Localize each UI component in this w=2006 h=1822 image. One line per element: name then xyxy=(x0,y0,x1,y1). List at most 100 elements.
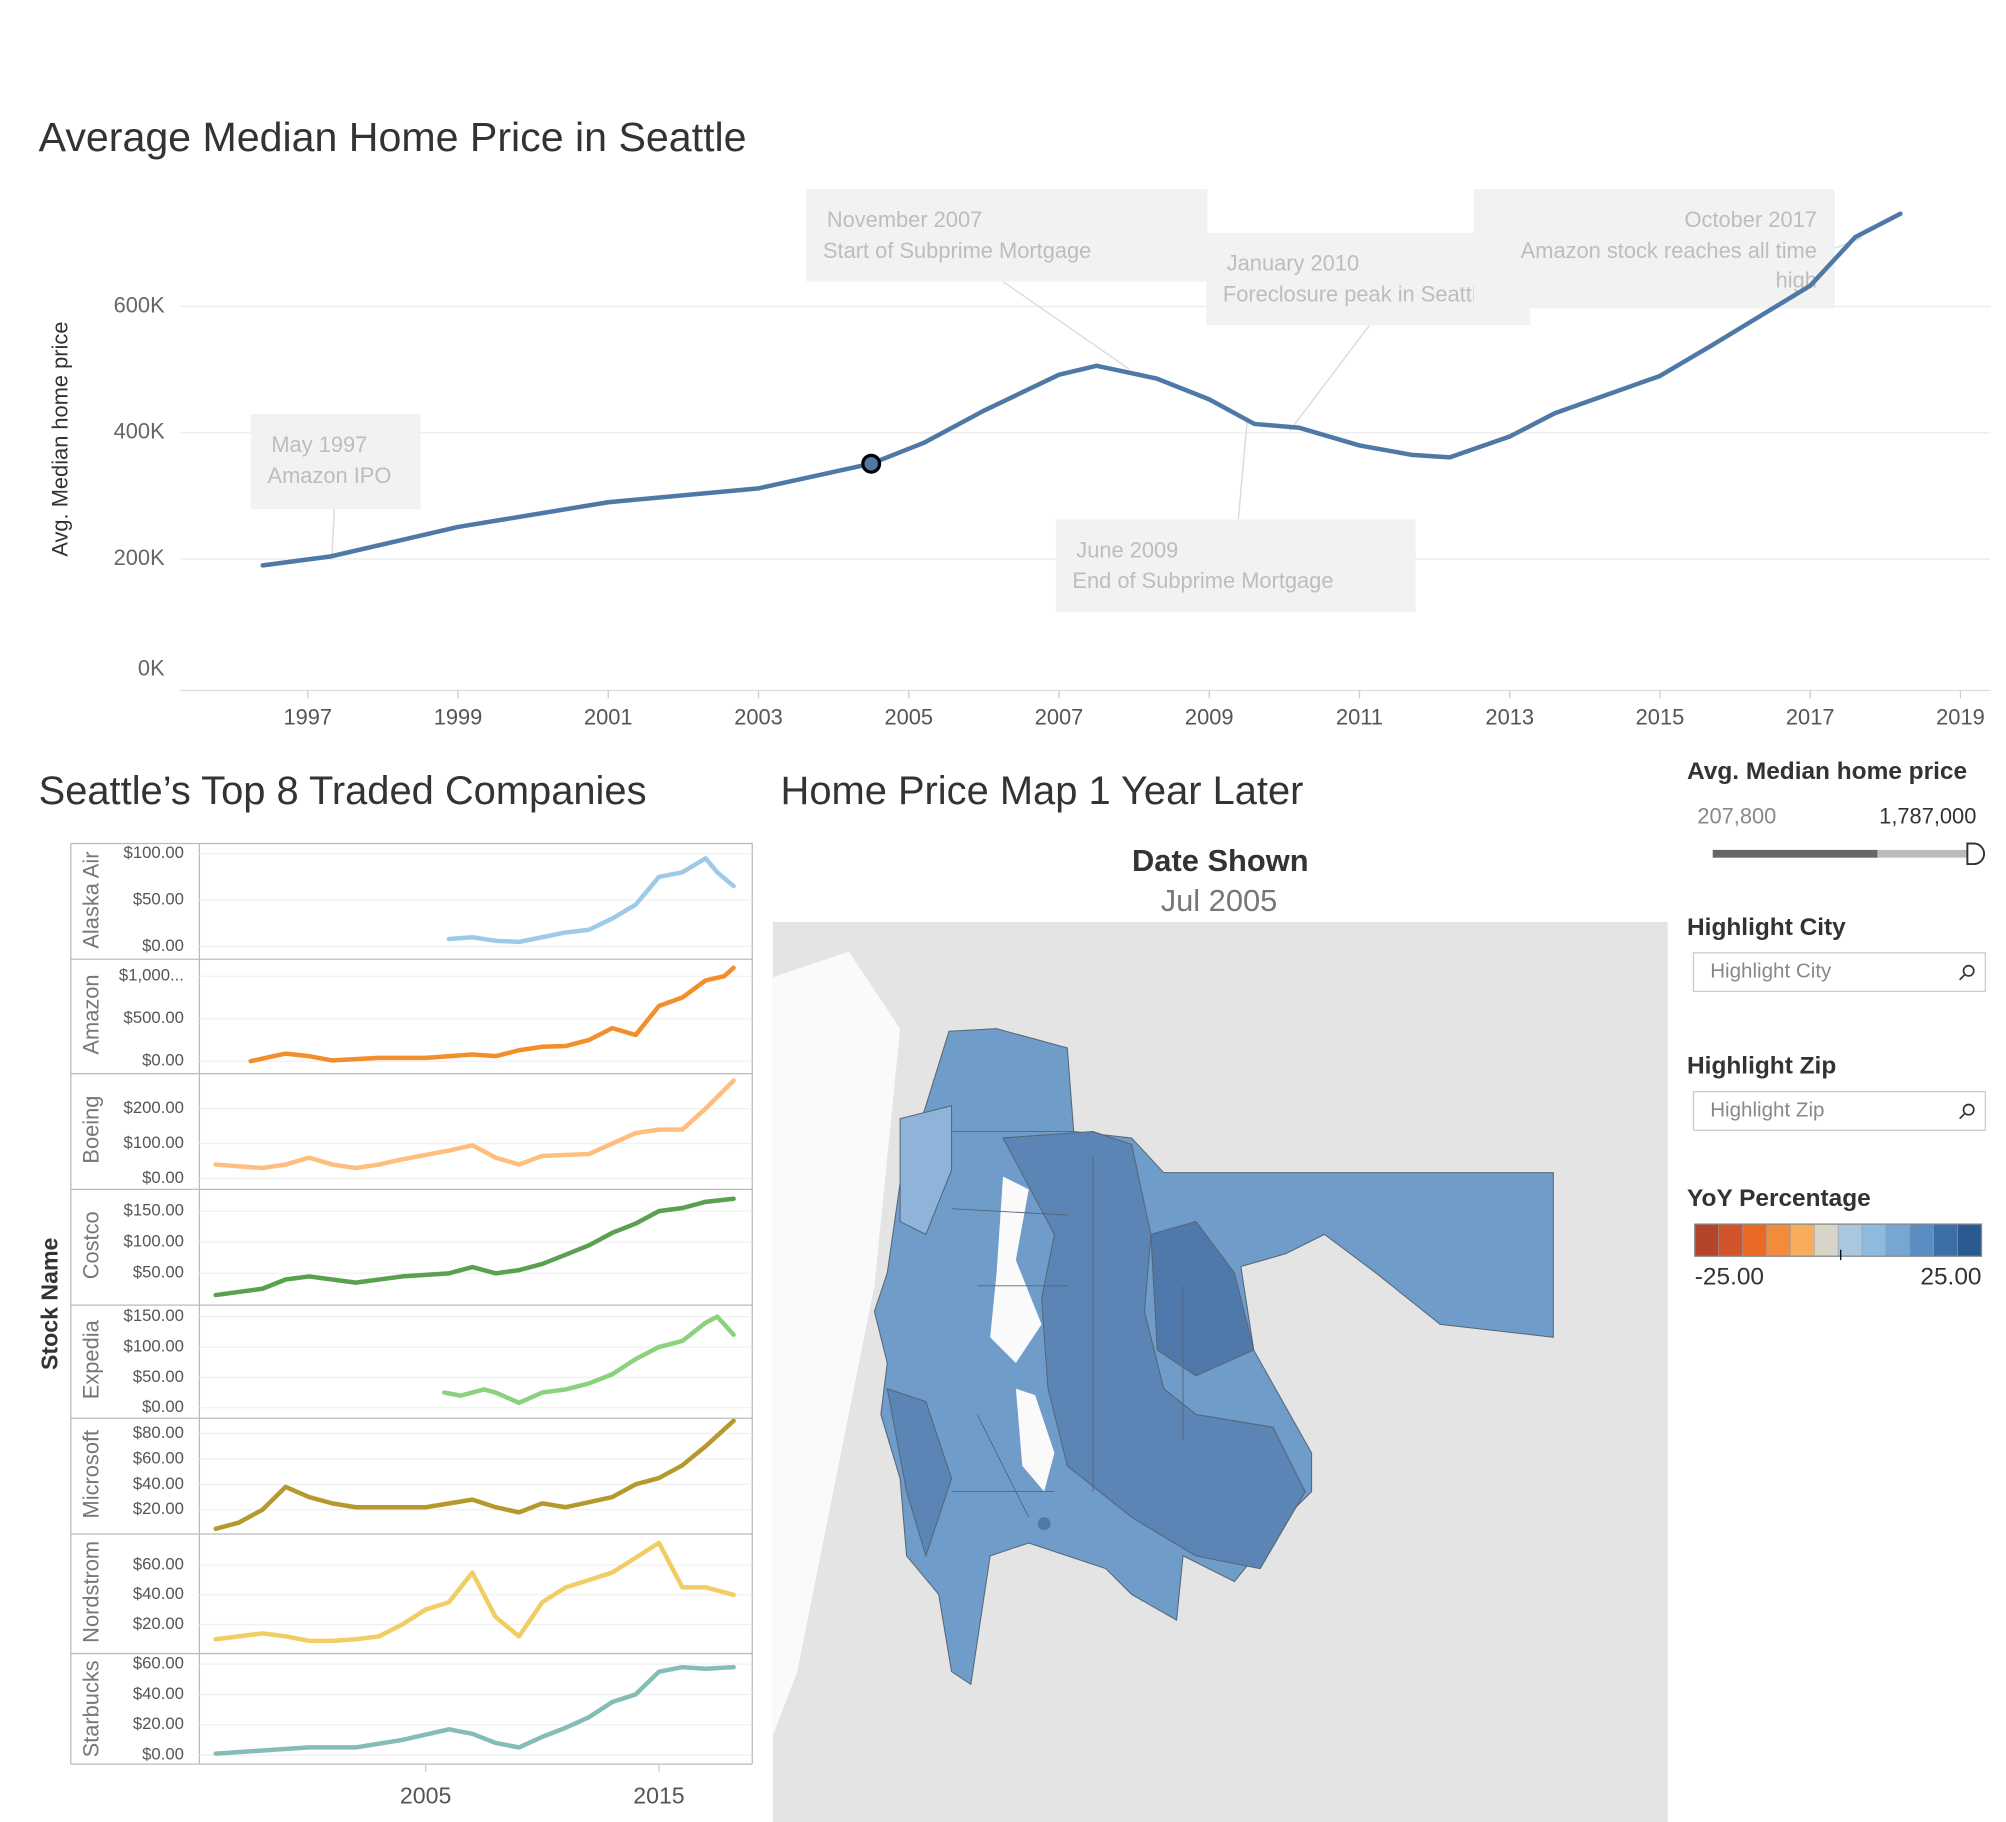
zip-border xyxy=(951,1131,1184,1518)
line xyxy=(213,1078,736,1171)
zip-region xyxy=(899,1105,953,1236)
annotation-date: October 2017 xyxy=(1685,207,1817,232)
legend-swatch xyxy=(1766,1223,1791,1257)
slider-range[interactable] xyxy=(1712,849,1878,858)
y-tick-label: $50.00 xyxy=(133,1263,184,1282)
annotation-date: June 2009 xyxy=(1076,537,1178,562)
y-axis-title: Stock Name xyxy=(37,1237,63,1370)
annotation-box xyxy=(250,414,421,510)
legend-swatch xyxy=(1718,1223,1743,1257)
annotation-text: End of Subprime Mortgage xyxy=(1072,568,1333,593)
x-tick-label: 1999 xyxy=(434,705,483,730)
filter-max: 1,787,000 xyxy=(1879,804,1976,829)
x-tick-label: 2013 xyxy=(1485,705,1534,730)
search-input[interactable] xyxy=(1692,952,1987,993)
map-point xyxy=(1037,1517,1051,1531)
lake xyxy=(990,1176,1042,1363)
highlight-point xyxy=(861,453,882,474)
panel-label: Starbucks xyxy=(78,1660,103,1757)
y-tick-label: $80.00 xyxy=(133,1423,184,1442)
annotation-date: November 2007 xyxy=(827,207,982,232)
y-tick-label: $100.00 xyxy=(124,1336,184,1355)
legend-swatch xyxy=(1957,1223,1982,1257)
y-tick-label: $100.00 xyxy=(124,843,184,862)
zip-region xyxy=(886,1387,953,1558)
y-tick-label: $100.00 xyxy=(124,1232,184,1251)
search-icon xyxy=(1959,1103,1975,1120)
y-tick-label: $40.00 xyxy=(133,1584,184,1603)
x-tick-label: 1997 xyxy=(283,705,332,730)
y-tick-label: $60.00 xyxy=(133,1654,184,1673)
x-tick-label: 2011 xyxy=(1336,705,1383,730)
panel-label: Amazon xyxy=(78,974,103,1054)
annotation-box xyxy=(806,189,1208,282)
line xyxy=(442,1314,736,1406)
y-tick-label: $20.00 xyxy=(133,1714,184,1733)
panel-label: Microsoft xyxy=(78,1430,103,1519)
legend-max: 25.00 xyxy=(1920,1264,1981,1291)
annotation-connector xyxy=(1002,280,1130,370)
search-input[interactable] xyxy=(1692,1091,1987,1131)
annotation-date: May 1997 xyxy=(271,432,367,457)
y-tick-label: 200K xyxy=(114,545,165,570)
panel-label: Boeing xyxy=(78,1096,103,1164)
annotation-date: January 2010 xyxy=(1227,251,1359,276)
legend-swatch xyxy=(1742,1223,1767,1257)
annotation-box xyxy=(1055,519,1416,613)
water xyxy=(772,951,901,1736)
line xyxy=(213,1196,736,1298)
color-legend xyxy=(1694,1223,1983,1261)
y-tick-label: $0.00 xyxy=(142,936,184,955)
legend-swatch xyxy=(1909,1223,1934,1257)
y-tick-label: $100.00 xyxy=(124,1133,184,1152)
y-tick-label: $150.00 xyxy=(124,1306,184,1325)
legend-swatch xyxy=(1790,1223,1815,1257)
y-tick-label: $20.00 xyxy=(133,1614,184,1633)
y-tick-label: $60.00 xyxy=(133,1448,184,1467)
legend-swatch xyxy=(1813,1223,1839,1257)
x-tick-label: 2003 xyxy=(734,705,783,730)
date-label: Date Shown xyxy=(1132,843,1309,878)
y-tick-label: $150.00 xyxy=(124,1201,184,1220)
y-tick-label: $60.00 xyxy=(133,1555,184,1574)
annotation-box xyxy=(1473,189,1835,309)
legend-swatch xyxy=(1837,1223,1863,1257)
search-placeholder: Highlight Zip xyxy=(1710,1098,1824,1121)
map-title: Home Price Map 1 Year Later xyxy=(781,769,1304,813)
y-tick-label: $1,000... xyxy=(119,966,184,985)
y-tick-label: $50.00 xyxy=(133,1367,184,1386)
date-value: Jul 2005 xyxy=(1161,883,1278,918)
controls: Avg. Median home price 207,800 1,787,000… xyxy=(1687,758,1987,1291)
y-axis-title: Avg. Median home price xyxy=(48,322,73,557)
y-tick-label: 0K xyxy=(138,656,165,681)
annotation-text: Amazon stock reaches all time xyxy=(1521,238,1817,263)
x-tick-label: 2005 xyxy=(884,705,933,730)
annotation-text: Foreclosure peak in Seattle xyxy=(1223,282,1489,307)
legend-title: YoY Percentage xyxy=(1687,1185,1871,1212)
x-tick-label: 2015 xyxy=(1636,705,1685,730)
x-tick-label: 2005 xyxy=(400,1783,451,1809)
legend-swatch xyxy=(1861,1223,1887,1257)
panel-label: Expedia xyxy=(78,1319,103,1399)
line xyxy=(248,965,736,1064)
slider-handle[interactable] xyxy=(1966,842,1985,866)
legend-swatch xyxy=(1885,1223,1911,1257)
map: Date Shown Jul 2005 xyxy=(772,843,1668,1822)
zip-region xyxy=(1150,1220,1255,1377)
legend-swatch xyxy=(1933,1223,1958,1257)
y-tick-label: $40.00 xyxy=(133,1684,184,1703)
y-tick-label: $0.00 xyxy=(142,1168,184,1187)
lake xyxy=(1015,1388,1055,1492)
legend-min: -25.00 xyxy=(1695,1264,1764,1291)
x-tick-label: 2007 xyxy=(1035,705,1084,730)
y-tick-label: 600K xyxy=(114,292,165,317)
line xyxy=(260,211,1903,568)
line xyxy=(213,1540,736,1644)
control-label: Highlight City xyxy=(1687,914,1846,941)
annotation-connector xyxy=(331,509,336,560)
chart-title: Seattle’s Top 8 Traded Companies xyxy=(39,769,647,813)
filter-min: 207,800 xyxy=(1697,804,1776,829)
